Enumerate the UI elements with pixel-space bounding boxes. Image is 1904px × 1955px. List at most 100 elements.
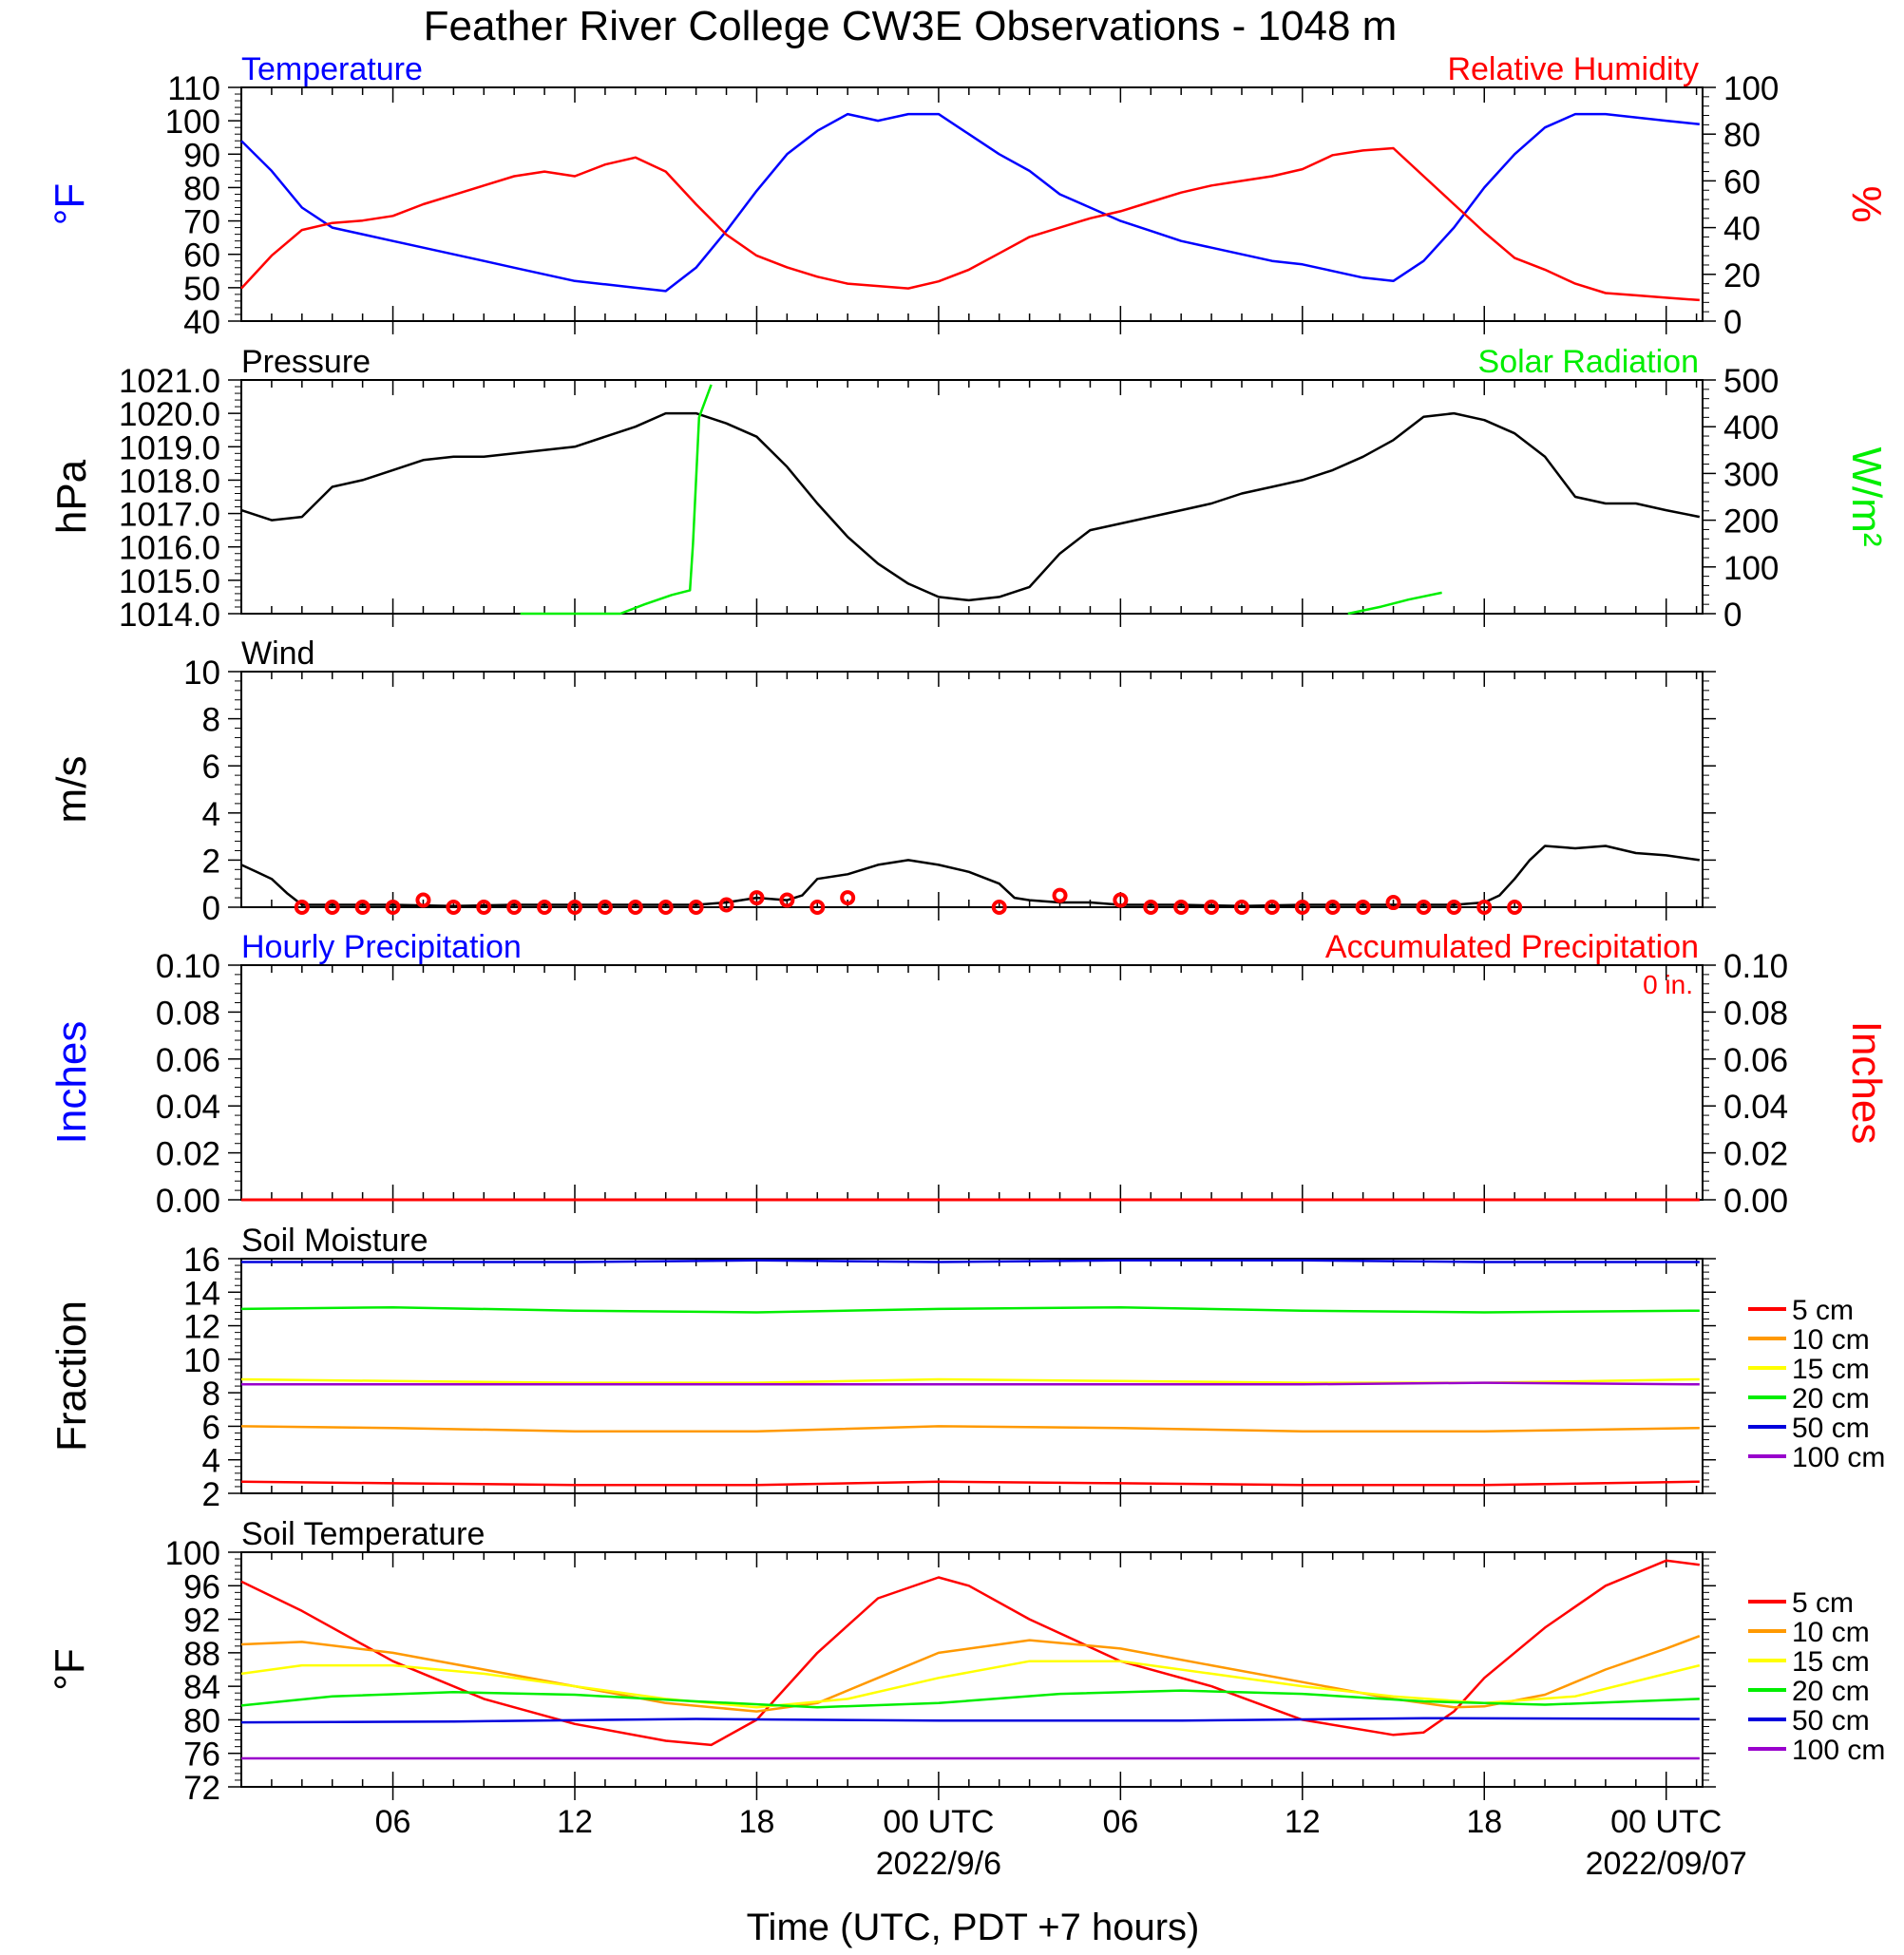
temperature-ytick-label-right: 100 (1723, 70, 1779, 107)
wind-calm-marker (1324, 900, 1341, 915)
precipitation-ytick-label-right: 0.00 (1723, 1183, 1788, 1220)
pressure-ytick-label-right: 400 (1723, 409, 1779, 446)
wind-calm-marker (566, 900, 582, 915)
soil-moisture-ytick-label-left: 4 (202, 1443, 220, 1480)
wind-calm-marker (749, 890, 765, 906)
soil-temperature-label-left: Soil Temperature (241, 1516, 485, 1552)
panel-pressure: 1014.01015.01016.01017.01018.01019.01020… (48, 344, 1890, 634)
wind-calm-marker (446, 900, 462, 915)
wind-calm-marker (627, 900, 643, 915)
wind-calm-marker (1143, 900, 1159, 915)
pressure-ytick-label-left: 1015.0 (119, 563, 220, 600)
soil-temperature-ytick-label-left: 88 (183, 1636, 220, 1673)
series-temperature-temperature (240, 112, 1700, 293)
soil-temperature-ytick-label-left: 80 (183, 1702, 220, 1739)
pressure-ytick-label-right: 500 (1723, 363, 1779, 400)
pressure-ytick-label-left: 1018.0 (119, 463, 220, 500)
wind-calm-marker (415, 892, 431, 908)
temperature-ytick-label-left: 50 (183, 271, 220, 308)
soil-temperature-ytick-label-left: 84 (183, 1669, 220, 1706)
soil-moisture-ytick-label-left: 8 (202, 1376, 220, 1413)
wind-ytick-label-left: 4 (202, 796, 220, 833)
wind-ytick-label-left: 0 (202, 890, 220, 927)
soil-temperature-ytick-label-left: 92 (183, 1603, 220, 1640)
soil-moisture-label-left: Soil Moisture (241, 1223, 428, 1259)
wind-ylabel-left: m/s (48, 756, 95, 824)
temperature-ytick-label-left: 80 (183, 170, 220, 207)
soil-temperature-ytick-label-left: 96 (183, 1568, 220, 1605)
soil-temperature-ytick-label-left: 72 (183, 1770, 220, 1807)
wind-calm-marker (1416, 900, 1432, 915)
pressure-ytick-label-left: 1014.0 (119, 597, 220, 634)
series-soil-temperature-15-cm (240, 1660, 1701, 1709)
wind-calm-marker (688, 900, 704, 915)
x-tick-label: 06 (375, 1804, 411, 1840)
precipitation-ytick-label-left: 0.04 (156, 1089, 220, 1126)
x-tick-label: 18 (1466, 1804, 1502, 1840)
wind-calm-marker (1173, 900, 1190, 915)
series-soil-moisture-50-cm (241, 1259, 1700, 1263)
x-date-label: 2022/09/07 (1586, 1846, 1747, 1882)
wind-calm-marker (1264, 900, 1280, 915)
precipitation-ytick-label-left: 0.08 (156, 995, 220, 1032)
series-soil-temperature-10-cm (240, 1635, 1701, 1713)
temperature-ytick-label-right: 80 (1723, 117, 1761, 154)
pressure-ytick-label-right: 200 (1723, 503, 1779, 541)
temperature-ytick-label-right: 0 (1723, 304, 1742, 341)
pressure-ytick-label-right: 100 (1723, 550, 1779, 587)
wind-ytick-label-left: 6 (202, 749, 220, 786)
wind-calm-marker (718, 897, 734, 913)
pressure-ylabel-right: W/m² (1843, 446, 1890, 546)
legend-label: 10 cm (1792, 1324, 1870, 1356)
x-axis-label: Time (UTC, PDT +7 hours) (747, 1907, 1200, 1948)
legend-label: 20 cm (1792, 1676, 1870, 1707)
pressure-ytick-label-right: 300 (1723, 456, 1779, 493)
precipitation-ytick-label-right: 0.02 (1723, 1136, 1788, 1173)
series-soil-moisture-100-cm (241, 1381, 1700, 1386)
temperature-ytick-label-left: 100 (165, 104, 220, 141)
legend-label: 10 cm (1792, 1617, 1870, 1648)
panel-wind: 0 2 4 6 8 10 Wind m/s (48, 636, 1716, 927)
series-wind-wind (240, 845, 1700, 908)
wind-calm-marker (1204, 900, 1220, 915)
wind-calm-marker (840, 890, 856, 906)
wind-ytick-label-left: 2 (202, 843, 220, 880)
precipitation-ytick-label-left: 0.06 (156, 1042, 220, 1079)
x-tick-label: 00 UTC (1610, 1804, 1722, 1840)
wind-calm-marker (1446, 900, 1462, 915)
precipitation-ytick-label-right: 0.06 (1723, 1042, 1788, 1079)
wind-ytick-label-left: 8 (202, 702, 220, 739)
precipitation-ytick-label-right: 0.10 (1723, 948, 1788, 985)
pressure-ytick-label-left: 1021.0 (119, 363, 220, 400)
soil-moisture-ytick-label-left: 10 (183, 1342, 220, 1379)
x-date-label: 2022/9/6 (876, 1846, 1001, 1882)
series-soil-temperature-50-cm (240, 1717, 1700, 1724)
series-soil-moisture-20-cm (240, 1305, 1700, 1314)
legend-label: 50 cm (1792, 1413, 1870, 1444)
x-tick-label: 00 UTC (883, 1804, 994, 1840)
wind-calm-marker (354, 900, 371, 915)
soil-temperature-ytick-label-left: 100 (165, 1535, 220, 1572)
precipitation-annotation: 0 in. (1643, 970, 1693, 999)
wind-calm-marker (1294, 900, 1310, 915)
series-soil-moisture-5-cm (240, 1480, 1700, 1487)
wind-calm-marker (1113, 892, 1129, 908)
wind-calm-marker (1233, 900, 1249, 915)
wind-calm-marker (476, 900, 492, 915)
pressure-ytick-label-right: 0 (1723, 597, 1742, 634)
temperature-ytick-label-left: 110 (167, 70, 220, 107)
x-tick-label: 12 (557, 1804, 593, 1840)
series-soil-moisture-10-cm (240, 1425, 1700, 1433)
precipitation-ylabel-left: Inches (48, 1021, 95, 1145)
pressure-label-left: Pressure (241, 344, 371, 380)
wind-calm-marker (1355, 900, 1371, 915)
precipitation-ytick-label-left: 0.02 (156, 1136, 220, 1173)
soil-moisture-ylabel-left: Fraction (48, 1300, 95, 1452)
wind-calm-marker (1476, 900, 1493, 915)
legend-label: 5 cm (1792, 1587, 1854, 1619)
wind-calm-marker (1052, 887, 1068, 903)
